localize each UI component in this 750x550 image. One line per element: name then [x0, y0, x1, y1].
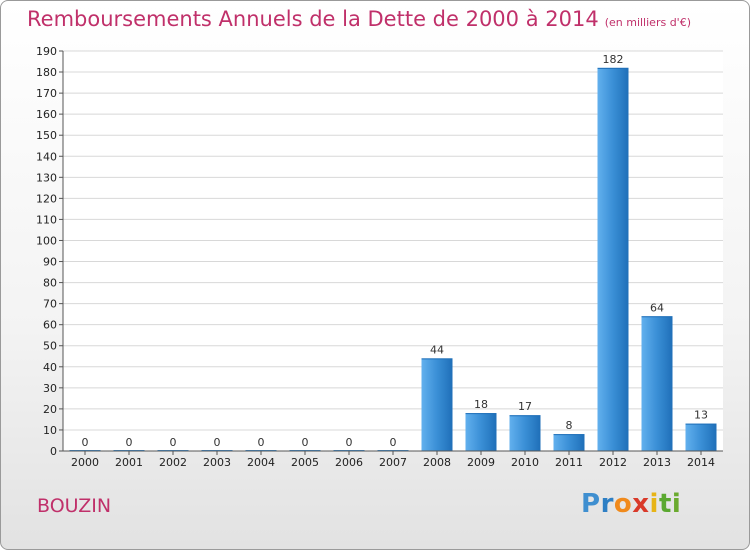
data-label: 0 — [346, 436, 353, 449]
bar — [509, 415, 541, 451]
x-tick-label: 2009 — [467, 456, 495, 469]
logo-letter: o — [613, 489, 633, 519]
data-label: 64 — [650, 301, 664, 314]
data-label: 0 — [82, 436, 89, 449]
data-label: 0 — [214, 436, 221, 449]
x-tick-label: 2007 — [379, 456, 407, 469]
y-tick-label: 50 — [43, 340, 57, 353]
proxiti-logo: Proxiti — [581, 489, 681, 519]
x-tick-label: 2013 — [643, 456, 671, 469]
data-label: 0 — [390, 436, 397, 449]
axes — [62, 51, 723, 455]
chart-title: Remboursements Annuels de la Dette de 20… — [27, 7, 691, 31]
y-tick-label: 70 — [43, 298, 57, 311]
data-label: 0 — [302, 436, 309, 449]
x-tick-label: 2005 — [291, 456, 319, 469]
data-label: 0 — [170, 436, 177, 449]
logo-letter: i — [671, 489, 682, 519]
logo-letter: P — [581, 489, 601, 519]
y-tick-label: 30 — [43, 382, 57, 395]
logo-letter: t — [658, 489, 672, 519]
logo-letter: i — [649, 489, 659, 519]
x-tick-label: 2000 — [71, 456, 99, 469]
y-tick-label: 10 — [43, 424, 57, 437]
y-tick-label: 100 — [36, 234, 57, 247]
y-tick-labels: 0 10 20 30 40 50 60 70 80 90 100 110 120 130 140 150 160… — [36, 45, 57, 458]
y-tick-label: 190 — [36, 45, 57, 58]
bar — [685, 423, 717, 451]
x-tick-label: 2012 — [599, 456, 627, 469]
y-tick-label: 120 — [36, 192, 57, 205]
x-tick-label: 2008 — [423, 456, 451, 469]
x-tick-label: 2004 — [247, 456, 275, 469]
x-tick-label: 2001 — [115, 456, 143, 469]
y-tick-label: 80 — [43, 277, 57, 290]
data-label: 0 — [258, 436, 265, 449]
bar — [641, 316, 673, 451]
data-label: 0 — [126, 436, 133, 449]
y-tick-label: 60 — [43, 319, 57, 332]
data-label: 18 — [474, 398, 488, 411]
bar — [465, 413, 497, 451]
y-tick-label: 110 — [36, 213, 57, 226]
y-tick-label: 170 — [36, 87, 57, 100]
logo-letter: r — [600, 489, 614, 519]
x-tick-label: 2006 — [335, 456, 363, 469]
logo-letter: x — [632, 489, 650, 519]
x-tick-label: 2002 — [159, 456, 187, 469]
y-tick-label: 160 — [36, 108, 57, 121]
x-tick-label: 2010 — [511, 456, 539, 469]
bar — [597, 67, 629, 451]
y-tick-label: 130 — [36, 171, 57, 184]
x-tick-label: 2011 — [555, 456, 583, 469]
x-tick-label: 2014 — [687, 456, 715, 469]
data-labels: 0 0 0 0 0 0 0 0 44 18 17 8 182 64 13 — [82, 53, 709, 449]
commune-name: BOUZIN — [37, 495, 112, 517]
data-label: 44 — [430, 343, 444, 356]
bars — [69, 67, 717, 451]
x-tick-labels: 2000 2001 2002 2003 2004 2005 2006 2007 2008 2009… — [71, 456, 715, 469]
data-label: 182 — [603, 53, 624, 66]
y-tick-label: 140 — [36, 150, 57, 163]
y-tick-label: 180 — [36, 66, 57, 79]
data-label: 8 — [566, 419, 573, 432]
x-tick-label: 2003 — [203, 456, 231, 469]
y-tick-label: 20 — [43, 403, 57, 416]
bar — [421, 358, 453, 451]
chart-subtitle: (en milliers d'€) — [604, 16, 691, 29]
y-tick-label: 90 — [43, 256, 57, 269]
data-label: 17 — [518, 400, 532, 413]
y-tick-label: 40 — [43, 361, 57, 374]
chart-title-text: Remboursements Annuels de la Dette de 20… — [27, 7, 599, 31]
bar — [553, 434, 585, 451]
data-label: 13 — [694, 409, 708, 422]
y-tick-label: 0 — [50, 445, 57, 458]
y-tick-label: 150 — [36, 129, 57, 142]
